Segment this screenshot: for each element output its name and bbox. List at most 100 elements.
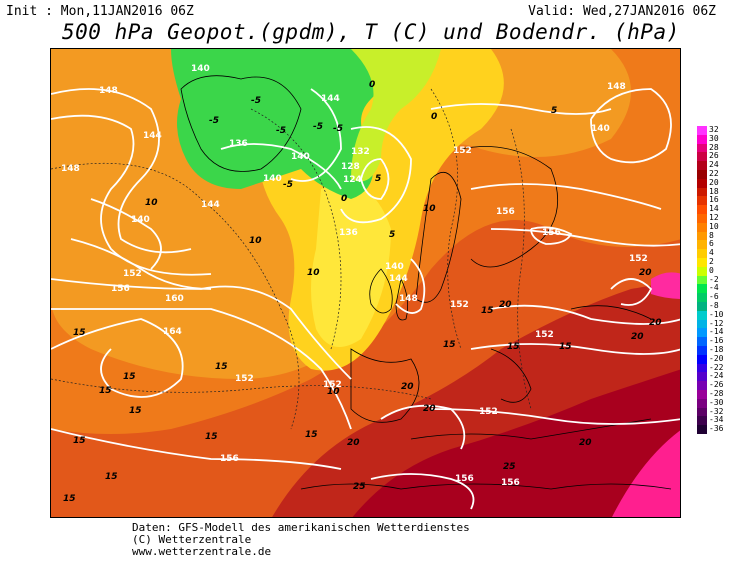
legend-color-swatch <box>697 143 707 153</box>
legend-tick-label: -24 <box>709 371 724 381</box>
legend-color-swatch <box>697 363 707 373</box>
geopot-label: 140 <box>191 64 210 74</box>
map-title: 500 hPa Geopot.(gpdm), T (C) und Bodendr… <box>62 20 680 44</box>
legend-tick-label: 2 <box>709 257 714 266</box>
legend-tick-label: 18 <box>709 186 719 196</box>
temperature-zone-pale-yellow <box>311 184 391 347</box>
legend-tick-label: 0 <box>709 265 714 275</box>
temp-label: 0 <box>431 112 437 122</box>
temp-label: 10 <box>327 387 340 397</box>
temp-label: 15 <box>559 342 572 352</box>
legend-tick-label: 20 <box>709 177 719 187</box>
legend-tick-label: 10 <box>709 221 719 231</box>
legend-tick-label: 14 <box>709 204 719 214</box>
legend-color-swatch <box>697 126 707 135</box>
legend-color-swatch <box>697 293 707 302</box>
header: Init : Mon,11JAN2016 06Z Valid: Wed,27JA… <box>0 0 732 48</box>
data-source-text: Daten: GFS-Modell des amerikanischen Wet… <box>132 521 470 534</box>
geopot-label: 148 <box>607 82 626 92</box>
legend-color-swatch <box>697 178 707 188</box>
legend-color-swatch <box>697 205 707 214</box>
temperature-zone-dark-red <box>352 369 680 517</box>
legend-color-swatch <box>697 231 707 241</box>
weather-map: 148 144 140 136 140 144 132 128 124 136 … <box>50 48 681 518</box>
geopot-label: 152 <box>535 330 554 340</box>
init-time: Init : Mon,11JAN2016 06Z <box>6 4 194 19</box>
legend-color-swatch <box>697 258 707 267</box>
legend-tick-label: -10 <box>709 309 724 319</box>
temp-label: 15 <box>205 432 218 442</box>
legend-color-swatch <box>697 222 707 232</box>
temp-label: -5 <box>251 96 261 106</box>
temp-label: 15 <box>99 386 112 396</box>
geopot-label: 144 <box>321 94 340 104</box>
geopot-label: 156 <box>455 474 474 484</box>
legend-color-swatch <box>697 266 707 276</box>
geopot-label: 156 <box>496 207 515 217</box>
map-canvas: 148 144 140 136 140 144 132 128 124 136 … <box>51 49 680 517</box>
legend-tick-label: -2 <box>709 274 719 284</box>
temp-label: 10 <box>307 268 320 278</box>
legend-tick-label: 16 <box>709 195 719 205</box>
geopot-label: 144 <box>143 131 162 141</box>
geopot-label: 152 <box>453 146 472 156</box>
temp-label: 15 <box>443 340 456 350</box>
legend-tick-label: -8 <box>709 301 719 310</box>
geopot-label: 148 <box>399 294 418 304</box>
geopot-label: 148 <box>61 164 80 174</box>
valid-time: Valid: Wed,27JAN2016 06Z <box>528 4 716 19</box>
legend-color-swatch <box>697 346 707 355</box>
temperature-color-legend: 32 30 28 26 24 22 20 18 16 14 12 10 8 6 4 2 0 -2 -4 -6 -8 -10… <box>697 126 723 438</box>
legend-tick-label: -36 <box>709 424 724 434</box>
legend-color-swatch <box>697 337 707 346</box>
temp-label: -5 <box>333 124 343 134</box>
geopot-label: 140 <box>291 152 310 162</box>
temp-label: 15 <box>73 328 86 338</box>
legend-color-swatch <box>697 381 707 390</box>
legend-color-swatch <box>697 407 707 417</box>
legend-color-swatch <box>697 398 707 408</box>
geopot-label: 136 <box>229 139 248 149</box>
legend-color-swatch <box>697 249 707 258</box>
geopot-label: 144 <box>389 274 408 284</box>
temp-label: 15 <box>305 430 318 440</box>
geopot-label: 156 <box>542 228 561 238</box>
legend-tick-label: -28 <box>709 389 724 398</box>
geopot-label: 164 <box>163 327 182 337</box>
legend-color-swatch <box>697 416 707 426</box>
legend-tick-label: -32 <box>709 406 724 416</box>
temp-label: 15 <box>73 436 86 446</box>
temp-label: 20 <box>579 438 592 448</box>
geopot-label: 144 <box>201 200 220 210</box>
legend-color-swatch <box>697 240 707 250</box>
geopot-label: 156 <box>501 478 520 488</box>
legend-tick-label: -18 <box>709 345 724 354</box>
legend-tick-label: 12 <box>709 213 719 222</box>
legend-color-swatch <box>697 372 707 382</box>
legend-tick-label: -22 <box>709 362 724 372</box>
legend-tick-label: 28 <box>709 142 719 152</box>
temp-label: 15 <box>123 372 136 382</box>
legend-tick-label: -20 <box>709 353 724 363</box>
temperature-zone-magenta <box>612 430 680 517</box>
temp-label: 10 <box>145 198 158 208</box>
temp-label: 10 <box>249 236 262 246</box>
temp-label: 0 <box>341 194 347 204</box>
legend-color-swatch <box>697 354 707 364</box>
legend-color-swatch <box>697 284 707 294</box>
geopot-label: 152 <box>479 407 498 417</box>
temperature-zone-magenta-east <box>651 272 680 299</box>
legend-color-swatch <box>697 328 707 338</box>
legend-tick-label: 4 <box>709 248 714 258</box>
geopot-label: 152 <box>235 374 254 384</box>
website-text: www.wetterzentrale.de <box>132 545 272 558</box>
legend-color-swatch <box>697 134 707 144</box>
legend-tick-label: -14 <box>709 327 724 337</box>
geopot-label: 152 <box>629 254 648 264</box>
temp-label: 15 <box>507 342 520 352</box>
geopot-label: 160 <box>165 294 184 304</box>
legend-color-swatch <box>697 161 707 170</box>
geopot-label: 156 <box>220 454 239 464</box>
legend-color-swatch <box>697 425 707 434</box>
legend-color-swatch <box>697 187 707 197</box>
